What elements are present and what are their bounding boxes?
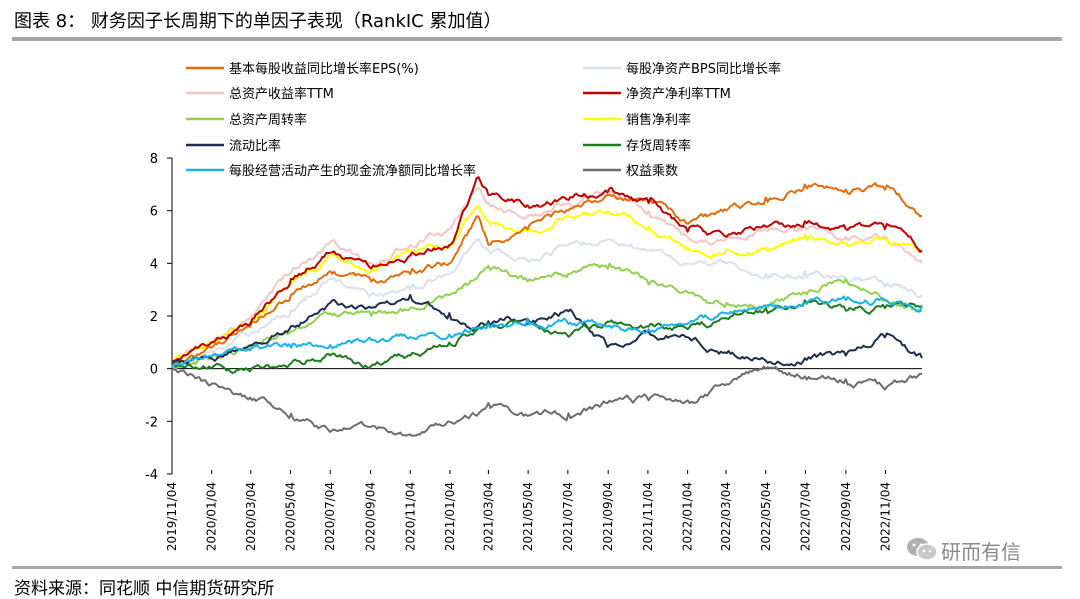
header-rule: [12, 37, 1062, 41]
x-tick-label: 2021/07/04: [561, 482, 575, 551]
legend-label: 基本每股收益同比增长率EPS(%): [229, 61, 419, 77]
figure-footer: 资料来源：同花顺 中信期货研究所: [0, 566, 1080, 599]
x-tick-label: 2019/11/04: [165, 482, 179, 551]
x-tick-label: 2021/01/04: [443, 482, 457, 551]
x-tick-label: 2021/05/04: [521, 482, 535, 551]
x-tick-label: 2022/05/04: [759, 482, 773, 551]
x-tick-label: 2020/11/04: [403, 482, 417, 551]
footer-rule: [12, 566, 1062, 569]
x-tick-label: 2020/03/04: [244, 482, 258, 551]
series-line: [171, 293, 923, 367]
x-tick-label: 2022/09/04: [839, 482, 853, 551]
series-line: [171, 176, 923, 363]
y-tick-label: 8: [150, 152, 158, 167]
figure-title: 图表 8： 财务因子长周期下的单因子表现（RankIC 累加值）: [14, 11, 502, 32]
series-line: [171, 295, 923, 367]
chart-series-group: [171, 176, 923, 437]
x-tick-label: 2022/03/04: [719, 482, 733, 551]
legend-label: 存货周转率: [626, 138, 691, 154]
series-line: [171, 237, 923, 368]
watermark: 研而有信: [905, 534, 1055, 564]
y-tick-label: 2: [150, 310, 158, 325]
y-tick-label: -2: [145, 415, 158, 430]
y-tick-label: 4: [150, 257, 158, 272]
y-tick-label: -4: [145, 468, 158, 483]
x-tick-label: 2021/03/04: [481, 482, 495, 551]
source-note: 资料来源：同花顺 中信期货研究所: [14, 579, 275, 599]
legend-label: 总资产收益率TTM: [229, 86, 334, 102]
x-tick-label: 2022/01/04: [681, 482, 695, 551]
watermark-text: 研而有信: [941, 540, 1021, 564]
legend-label: 总资产周转率: [229, 112, 307, 128]
series-line: [171, 205, 923, 364]
x-tick-label: 2020/09/04: [364, 482, 378, 551]
x-tick-label: 2020/07/04: [323, 482, 337, 551]
y-tick-label: 6: [150, 205, 158, 220]
x-tick-label: 2020/05/04: [283, 482, 297, 551]
chart-axes: -4 -2 0 2 4 6 8 2019/11/04 2020/01/04 2020/03/04 2…: [145, 152, 922, 551]
x-tick-label: 2022/07/04: [798, 482, 812, 551]
x-tick-label: 2021/09/04: [601, 482, 615, 551]
legend-label: 销售净利率: [626, 112, 691, 128]
series-line: [171, 299, 923, 374]
series-line: [171, 365, 923, 437]
wechat-icon: [907, 538, 938, 561]
legend-label: 权益乘数: [626, 163, 678, 179]
figure-header: 图表 8： 财务因子长周期下的单因子表现（RankIC 累加值）: [0, 0, 1080, 44]
series-line: [171, 187, 923, 362]
legend-label: 每股经营活动产生的现金流净额同比增长率: [229, 163, 476, 179]
series-line: [171, 262, 923, 370]
series-line: [171, 182, 923, 365]
x-tick-label: 2021/11/04: [641, 482, 655, 551]
legend-label: 流动比率: [229, 138, 281, 154]
legend-label: 每股净资产BPS同比增长率: [626, 61, 781, 77]
x-tick-label: 2020/01/04: [205, 482, 219, 551]
legend-label: 净资产净利率TTM: [626, 86, 731, 102]
x-tick-label: 2022/11/04: [879, 482, 893, 551]
y-tick-label: 0: [150, 363, 158, 378]
